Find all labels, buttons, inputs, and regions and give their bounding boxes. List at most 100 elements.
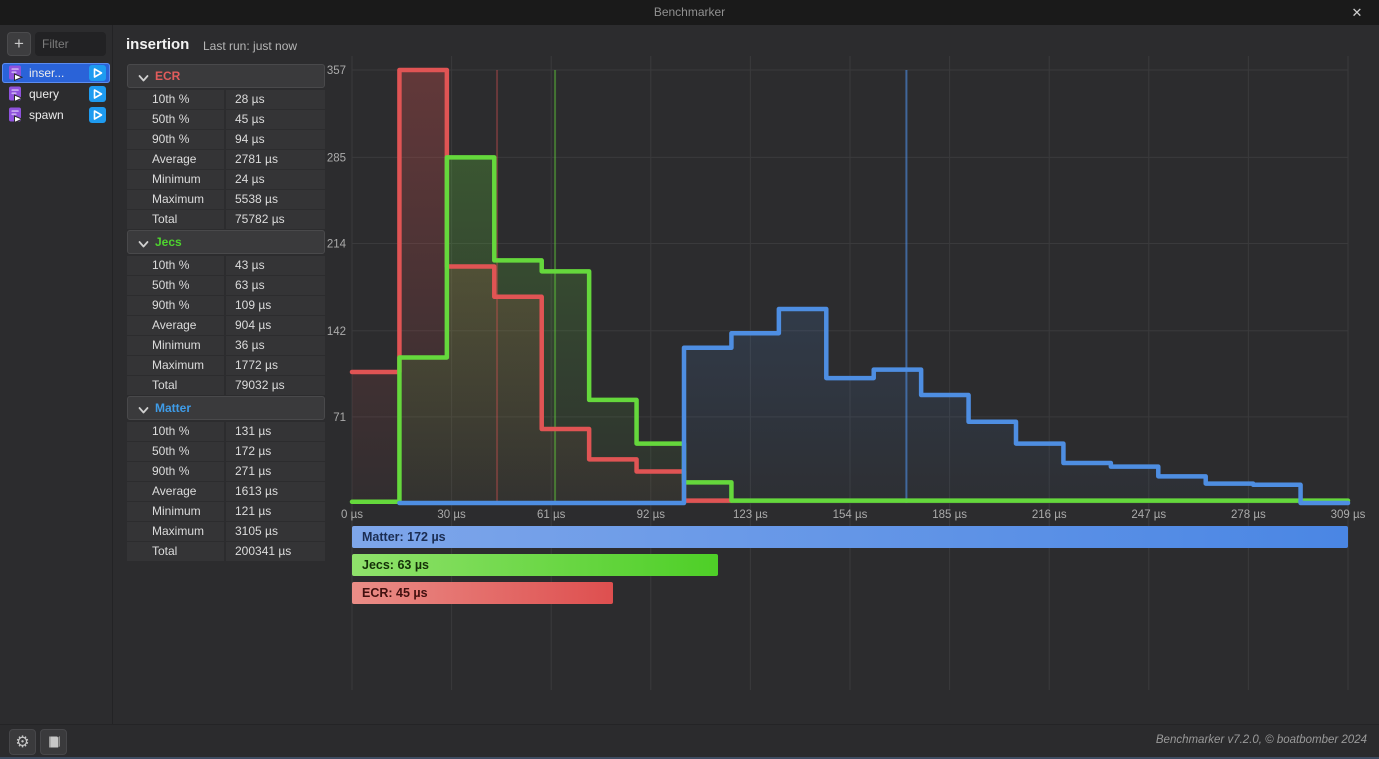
stat-value: 28 µs xyxy=(226,90,325,109)
sidebar-item-spawn[interactable]: spawn xyxy=(2,105,110,125)
settings-button[interactable]: ⚙ xyxy=(9,729,36,755)
legend-label-matter: Matter: 172 µs xyxy=(362,530,446,544)
svg-text:142: 142 xyxy=(327,326,346,338)
stats-section-header-jecs[interactable]: Jecs xyxy=(127,230,325,254)
stat-row: 10th % 28 µs xyxy=(127,90,325,109)
stat-row: Maximum 3105 µs xyxy=(127,522,325,541)
stat-value: 131 µs xyxy=(226,422,325,441)
stat-value: 271 µs xyxy=(226,462,325,481)
filter-input[interactable] xyxy=(35,32,106,56)
stat-value: 172 µs xyxy=(226,442,325,461)
stat-label: 10th % xyxy=(127,256,224,275)
section-name: Jecs xyxy=(155,235,182,249)
titlebar: Benchmarker ✕ xyxy=(0,0,1379,25)
gear-icon: ⚙ xyxy=(15,732,30,751)
bottom-accent-line xyxy=(0,757,1379,759)
stat-value: 1613 µs xyxy=(226,482,325,501)
legend-label-jecs: Jecs: 63 µs xyxy=(362,558,429,572)
stat-value: 36 µs xyxy=(226,336,325,355)
sidebar-item-query[interactable]: query xyxy=(2,84,110,104)
run-benchmark-button[interactable] xyxy=(89,86,106,102)
legend-bar-matter: Matter: 172 µs xyxy=(352,526,1348,548)
run-benchmark-button[interactable] xyxy=(89,107,106,123)
legend-bar-jecs: Jecs: 63 µs xyxy=(352,554,718,576)
sidebar-item-insertion[interactable]: inser... xyxy=(2,63,110,83)
svg-text:61 µs: 61 µs xyxy=(537,509,566,521)
stat-value: 45 µs xyxy=(226,110,325,129)
stat-row: Average 904 µs xyxy=(127,316,325,335)
stat-value: 24 µs xyxy=(226,170,325,189)
chevron-down-icon xyxy=(137,72,150,90)
stat-label: 90th % xyxy=(127,130,224,149)
benchmark-list: inser... query spawn xyxy=(2,63,110,126)
stat-value: 1772 µs xyxy=(226,356,325,375)
sidebar-item-label: query xyxy=(29,87,60,101)
stats-panel: ECR 10th % 28 µs 50th % 45 µs 90th % 94 µs Aver… xyxy=(127,64,325,562)
stat-label: Maximum xyxy=(127,190,224,209)
stat-row: Maximum 1772 µs xyxy=(127,356,325,375)
docs-button[interactable] xyxy=(40,729,67,755)
stat-row: 50th % 172 µs xyxy=(127,442,325,461)
stat-value: 121 µs xyxy=(226,502,325,521)
stat-label: Minimum xyxy=(127,336,224,355)
bottom-bar: ⚙ Benchmarker v7.2.0, © boatbomber 2024 xyxy=(0,724,1379,759)
script-icon xyxy=(8,65,24,82)
stat-label: 50th % xyxy=(127,276,224,295)
chevron-down-icon xyxy=(137,238,150,256)
stat-row: Total 79032 µs xyxy=(127,376,325,395)
stat-row: 10th % 131 µs xyxy=(127,422,325,441)
stat-label: 50th % xyxy=(127,110,224,129)
add-benchmark-button[interactable]: + xyxy=(7,32,31,56)
page-title: insertion xyxy=(126,36,190,53)
window-title: Benchmarker xyxy=(653,5,726,19)
stat-label: Maximum xyxy=(127,356,224,375)
svg-text:214: 214 xyxy=(327,238,347,250)
stat-value: 200341 µs xyxy=(226,542,325,561)
stat-value: 2781 µs xyxy=(226,150,325,169)
stats-section-header-ecr[interactable]: ECR xyxy=(127,64,325,88)
sidebar: + inser... query spawn xyxy=(0,25,113,725)
stat-label: Average xyxy=(127,482,224,501)
stat-value: 43 µs xyxy=(226,256,325,275)
stat-row: 90th % 109 µs xyxy=(127,296,325,315)
stats-section-header-matter[interactable]: Matter xyxy=(127,396,325,420)
version-credit: Benchmarker v7.2.0, © boatbomber 2024 xyxy=(1155,734,1367,746)
section-name: Matter xyxy=(155,401,192,415)
stat-label: Average xyxy=(127,150,224,169)
stat-label: Total xyxy=(127,376,224,395)
run-benchmark-button[interactable] xyxy=(89,65,106,81)
stat-label: Minimum xyxy=(127,170,224,189)
sidebar-item-label: inser... xyxy=(29,66,65,80)
book-icon xyxy=(46,736,62,754)
section-name: ECR xyxy=(155,69,181,83)
stat-row: 50th % 63 µs xyxy=(127,276,325,295)
stat-value: 109 µs xyxy=(226,296,325,315)
svg-text:154 µs: 154 µs xyxy=(833,509,868,521)
stat-label: Minimum xyxy=(127,502,224,521)
script-icon xyxy=(8,86,24,103)
stat-row: Maximum 5538 µs xyxy=(127,190,325,209)
stat-row: 90th % 94 µs xyxy=(127,130,325,149)
close-button[interactable]: ✕ xyxy=(1351,5,1363,20)
stat-label: 90th % xyxy=(127,462,224,481)
svg-text:185 µs: 185 µs xyxy=(932,509,967,521)
stat-label: 10th % xyxy=(127,90,224,109)
stat-value: 75782 µs xyxy=(226,210,325,229)
svg-text:216 µs: 216 µs xyxy=(1032,509,1067,521)
stat-row: Total 200341 µs xyxy=(127,542,325,561)
svg-text:309 µs: 309 µs xyxy=(1331,509,1366,521)
svg-text:71: 71 xyxy=(333,412,346,424)
stat-row: Minimum 36 µs xyxy=(127,336,325,355)
stat-row: 10th % 43 µs xyxy=(127,256,325,275)
stat-row: Total 75782 µs xyxy=(127,210,325,229)
stat-row: Minimum 121 µs xyxy=(127,502,325,521)
svg-text:123 µs: 123 µs xyxy=(733,509,768,521)
stat-value: 5538 µs xyxy=(226,190,325,209)
last-run-status: Last run: just now xyxy=(203,39,298,53)
stat-value: 3105 µs xyxy=(226,522,325,541)
stat-label: 10th % xyxy=(127,422,224,441)
svg-text:285: 285 xyxy=(327,152,346,164)
stat-row: Minimum 24 µs xyxy=(127,170,325,189)
svg-text:92 µs: 92 µs xyxy=(637,509,666,521)
